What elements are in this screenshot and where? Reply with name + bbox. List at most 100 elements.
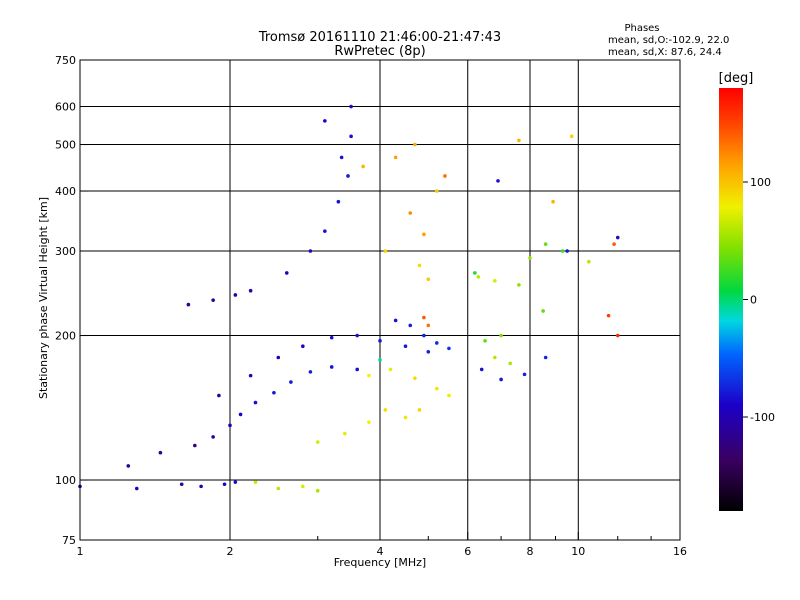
data-point [388,367,393,372]
colorbar [719,88,743,511]
data-point [378,339,382,343]
data-point [323,229,327,233]
colorbar-ticks: 100 0 -100 [743,176,775,424]
data-point [393,318,398,323]
data-point [413,376,417,380]
y-tick-label: 300 [55,245,76,258]
data-point [199,484,203,489]
data-point [426,349,431,354]
data-point [346,174,350,178]
data-point [186,302,191,307]
data-point [355,367,359,372]
data-point [248,288,253,293]
data-point [158,450,163,455]
data-point [473,271,477,275]
data-point [349,134,353,139]
data-point [383,249,388,253]
data-point [541,309,545,313]
data-point [211,298,215,302]
data-point [301,344,305,349]
y-tick-label: 400 [55,185,76,198]
data-point [329,365,334,369]
data-point [339,155,344,160]
data-point [587,259,591,264]
data-point [393,155,398,160]
data-point [422,232,426,237]
data-point [560,249,565,253]
data-point [522,372,527,377]
data-point [434,189,439,193]
data-points [78,104,620,493]
data-point [615,333,620,338]
data-point [417,263,422,268]
data-point [361,164,365,169]
y-tick-label: 600 [55,101,76,114]
y-tick-label: 75 [62,534,76,547]
data-point [403,415,408,420]
x-tick-label: 10 [571,545,585,558]
data-point [284,271,289,275]
data-point [336,199,341,204]
data-point [422,333,426,338]
phases-heading: Phases [624,23,659,34]
phases-x-line: mean, sd,X: 87.6, 24.4 [608,47,722,58]
data-point [517,283,521,287]
data-point [343,431,347,436]
data-point [228,423,232,428]
x-tick-label: 6 [464,545,471,558]
x-tick-label: 1 [77,545,84,558]
data-point [528,256,532,260]
data-point [349,104,353,109]
data-point [233,293,238,297]
data-point [367,420,371,424]
data-point [323,119,327,123]
x-tick-label: 2 [227,545,234,558]
data-point [565,249,569,253]
data-point [134,486,139,491]
chart-subtitle: RwPretec (8p) [334,44,425,59]
data-point [606,313,611,318]
data-point [426,323,431,328]
data-point [233,480,238,484]
data-point [383,408,388,412]
data-point [289,380,293,384]
y-axis: 75 100 200 300 400 500 600 750 [55,54,88,547]
data-point [615,235,620,240]
data-point [367,373,371,378]
data-point [222,482,227,487]
data-point [499,377,503,382]
gridlines [80,60,680,540]
data-point [301,484,305,489]
data-point [493,355,497,360]
data-point [413,142,417,147]
data-point [217,393,221,398]
data-point [434,341,439,345]
y-tick-label: 100 [55,474,76,487]
colorbar-tick-label: -100 [750,411,775,424]
data-point [378,358,382,362]
phases-o-line: mean, sd,O:-102.9, 22.0 [608,35,729,46]
data-point [479,367,484,372]
data-point [272,390,276,395]
data-point [508,361,512,366]
data-point [434,386,439,391]
chart-title: Tromsø 20161110 21:46:00-21:47:43 [258,30,501,45]
data-point [315,488,320,493]
data-point [308,249,313,253]
y-tick-label: 200 [55,330,76,343]
x-axis-label: Frequency [MHz] [334,556,426,569]
colorbar-tick-label: 100 [750,176,771,189]
data-point [193,443,197,448]
data-point [496,179,500,183]
data-point [426,277,431,282]
data-point [238,412,243,417]
data-point [569,134,574,139]
data-point [447,346,451,351]
data-point [493,279,497,283]
data-point [543,242,548,246]
y-axis-label: Stationary phase Virtual Height [km] [37,197,50,399]
data-point [276,486,281,491]
data-point [315,440,320,444]
data-point [355,333,359,338]
